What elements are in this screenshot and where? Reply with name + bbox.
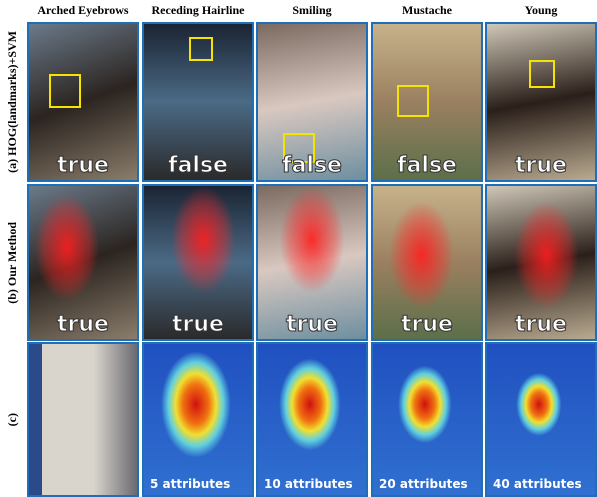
column-header: Receding Hairline	[151, 3, 245, 17]
image-cell: true	[485, 184, 597, 341]
prediction-label: true	[515, 312, 568, 338]
image-cell: 5 attributes	[142, 342, 254, 497]
prediction-label: false	[397, 153, 458, 179]
detection-box	[49, 74, 81, 108]
image-cell: true	[27, 22, 139, 182]
row-label: (b) Our Method	[0, 184, 24, 341]
detection-box	[189, 37, 213, 61]
attribute-count: 10 attributes	[264, 477, 353, 491]
detection-box	[397, 85, 429, 117]
image-cell: true	[27, 184, 139, 341]
image-cell: false	[371, 22, 483, 182]
prediction-label: true	[57, 312, 110, 338]
column-header: Smiling	[292, 3, 332, 17]
image-cell: true	[485, 22, 597, 182]
image-cell: true	[142, 184, 254, 341]
row-label-text: (b) Our Method	[4, 221, 19, 304]
column-header: Mustache	[402, 3, 452, 17]
image-cell: 10 attributes	[256, 342, 368, 497]
image-cell: true	[371, 184, 483, 341]
prediction-label: true	[286, 312, 339, 338]
attribute-count: 40 attributes	[493, 477, 582, 491]
image-cell: 20 attributes	[371, 342, 483, 497]
row-label-text: (c)	[4, 412, 19, 427]
prediction-label: true	[515, 153, 568, 179]
image-cell	[27, 342, 139, 497]
prediction-label: true	[401, 312, 454, 338]
attribute-count: 20 attributes	[379, 477, 468, 491]
column-header: Young	[524, 3, 558, 17]
detection-box	[529, 60, 555, 88]
image-cell: 40 attributes	[485, 342, 597, 497]
image-cell: false	[256, 22, 368, 182]
image-cell: false	[142, 22, 254, 182]
row-label-text: (a) HOG(landmarks)+SVM	[4, 31, 19, 173]
attribute-count: 5 attributes	[150, 477, 231, 491]
prediction-label: false	[168, 153, 229, 179]
row-label: (c)	[0, 342, 24, 497]
row-label: (a) HOG(landmarks)+SVM	[0, 22, 24, 182]
column-header: Arched Eyebrows	[37, 3, 129, 17]
image-cell: true	[256, 184, 368, 341]
detection-box	[283, 133, 315, 163]
prediction-label: true	[172, 312, 225, 338]
prediction-label: false	[282, 153, 343, 179]
prediction-label: true	[57, 153, 110, 179]
